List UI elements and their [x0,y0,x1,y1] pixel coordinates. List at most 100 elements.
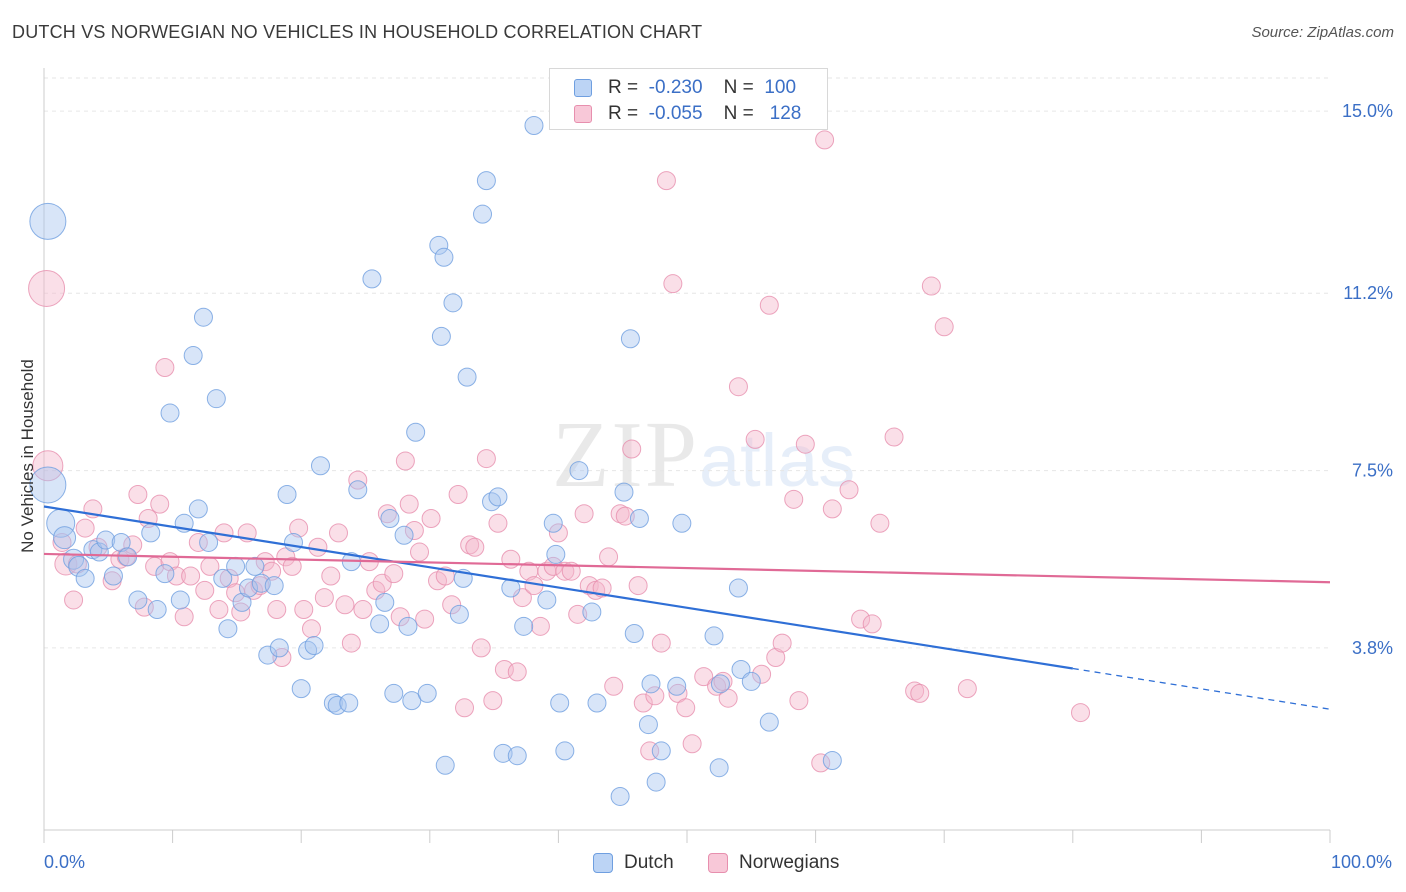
scatter-point-norwegians [267,600,287,620]
scatter-point-norwegians [335,595,355,615]
scatter-point-norwegians [476,449,496,469]
scatter-point-dutch [160,403,180,423]
scatter-point-dutch [488,487,508,507]
scatter-point-dutch [638,715,658,735]
scatter-point-dutch [141,523,161,543]
y-tick-label: 3.8% [1352,638,1393,658]
scatter-point-dutch [620,329,640,349]
scatter-point-norwegians [822,499,842,519]
scatter-point-norwegians [884,427,904,447]
scatter-point-norwegians [651,633,671,653]
scatter-point-dutch [624,624,644,644]
scatter-point-dutch [238,578,258,598]
scatter-point-dutch [537,590,557,610]
scatter-point-dutch [380,508,400,528]
y-axis-label: No Vehicles in Household [18,359,37,553]
scatter-point-dutch [550,693,570,713]
scatter-point-norwegians [622,439,642,459]
trend-line-dutch [43,505,1073,670]
scatter-point-norwegians [682,734,702,754]
scatter-point-dutch [394,525,414,545]
scatter-point-dutch [245,556,265,576]
scatter-point-norwegians [255,552,275,572]
legend-swatch-dutch [574,79,592,97]
scatter-point-norwegians [772,633,792,653]
scatter-point-dutch [651,741,671,761]
scatter-point-dutch [188,499,208,519]
scatter-point-norwegians [599,547,619,567]
bottom-legend-label-norwegians: Norwegians [739,852,840,873]
scatter-point-norwegians [957,679,977,699]
scatter-point-norwegians [308,537,328,557]
scatter-point-dutch [443,293,463,313]
scatter-point-dutch [53,526,77,550]
scatter-point-dutch [398,616,418,636]
scatter-point-dutch [183,346,203,366]
bottom-legend-swatch-norwegians [708,853,728,873]
scatter-point-norwegians [219,568,239,588]
scatter-point-norwegians [231,602,251,622]
scatter-point-norwegians [28,269,66,307]
scatter-point-dutch [147,600,167,620]
scatter-point-norwegians [604,676,624,696]
scatter-point-dutch [728,578,748,598]
scatter-point-dutch [226,556,246,576]
scatter-point-dutch [417,683,437,703]
legend-r-label: R = [608,77,639,98]
scatter-point-dutch [741,671,761,691]
scatter-point-dutch [473,204,493,224]
scatter-point-norwegians [442,595,462,615]
legend-swatch-norwegians [574,105,592,123]
scatter-point-norwegians [128,485,148,505]
scatter-point-dutch [431,326,451,346]
scatter-point-dutch [514,616,534,636]
scatter-point-dutch [614,482,634,502]
scatter-point-dutch [96,530,116,550]
scatter-point-norwegians [188,532,208,552]
scatter-point-norwegians [615,506,635,526]
scatter-point-dutch [449,604,469,624]
scatter-point-norwegians [195,580,215,600]
legend-r-label: R = [608,103,639,124]
scatter-point-dutch [710,674,730,694]
scatter-point-dutch [434,247,454,267]
scatter-point-norwegians [64,590,84,610]
scatter-point-norwegians [395,451,415,471]
scatter-point-norwegians [759,295,779,315]
scatter-point-norwegians [628,576,648,596]
scatter-point-norwegians [460,535,480,555]
scatter-point-dutch [89,542,109,562]
scatter-point-dutch [429,235,449,255]
scatter-point-norwegians [448,485,468,505]
scatter-point-norwegians [471,638,491,658]
scatter-point-dutch [362,269,382,289]
scatter-point-dutch [348,480,368,500]
scatter-point-norwegians [294,600,314,620]
scatter-point-norwegians [568,604,588,624]
scatter-point-dutch [310,456,330,476]
scatter-point-dutch [709,758,729,778]
scatter-point-norwegians [766,647,786,667]
scatter-point-dutch [327,695,347,715]
correlation-legend: R = -0.230 N = 100 R = -0.055 N = 128 [549,68,828,130]
scatter-point-norwegians [910,683,930,703]
scatter-point-dutch [629,508,649,528]
scatter-point-norwegians [488,513,508,533]
scatter-point-norwegians [455,698,475,718]
scatter-point-dutch [339,693,359,713]
scatter-point-norwegians [123,535,143,555]
scatter-point-norwegians [862,614,882,634]
scatter-point-dutch [370,614,390,634]
scatter-point-dutch [155,564,175,584]
scatter-point-norwegians [815,130,835,150]
bottom-legend-swatch-dutch [593,853,613,873]
trend-line-extension-dutch [1072,667,1331,710]
scatter-point-norwegians [789,691,809,711]
scatter-point-norwegians [483,691,503,711]
scatter-point-norwegians [353,600,373,620]
scatter-point-dutch [206,389,226,409]
scatter-point-norwegians [752,664,772,684]
scatter-point-norwegians [811,753,831,773]
scatter-point-norwegians [465,537,485,557]
